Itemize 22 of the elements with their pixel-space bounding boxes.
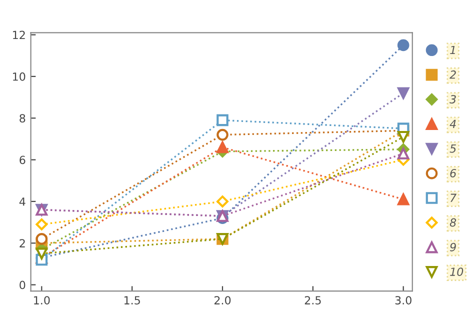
x-tick-label: 1.5 — [124, 296, 140, 304]
legend-label: 8 — [450, 218, 456, 227]
legend-label: 5 — [450, 144, 456, 153]
y-tick-label: 0 — [20, 280, 26, 290]
y-tick-label: 8 — [20, 114, 26, 122]
legend-label: 7 — [450, 194, 456, 202]
y-tick-label: 4 — [19, 198, 26, 206]
legend-label: 3 — [450, 95, 456, 104]
y-tick-label: 2 — [20, 239, 25, 248]
legend-label: 10 — [450, 268, 464, 276]
legend-label: 6 — [450, 169, 456, 178]
x-tick-label: 1.0 — [34, 296, 50, 304]
legend-label: 1 — [450, 46, 455, 54]
x-tick-label: 2.5 — [304, 296, 321, 304]
legend-label: 4 — [450, 120, 456, 128]
y-tick-label: 12 — [13, 30, 25, 40]
y-tick-label: 10 — [13, 72, 26, 81]
legend-label: 2 — [450, 70, 456, 79]
legend-label: 9 — [450, 242, 456, 252]
y-tick-label: 6 — [20, 156, 26, 164]
x-tick-label: 3.0 — [395, 296, 412, 304]
x-tick-label: 2.0 — [214, 296, 231, 304]
